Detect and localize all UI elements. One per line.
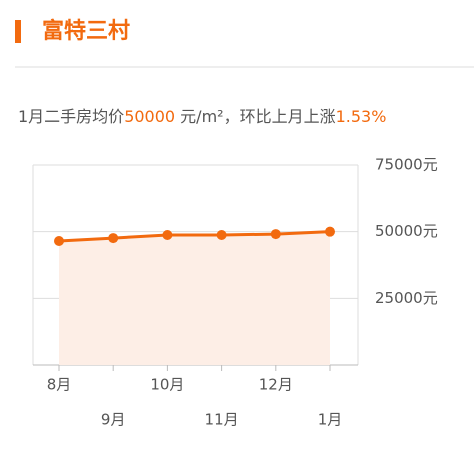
x-tick-label: 8月 xyxy=(47,376,72,394)
x-tick-label: 12月 xyxy=(259,376,293,394)
summary-price: 50000 xyxy=(124,107,175,126)
x-tick-label: 9月 xyxy=(101,411,126,429)
area xyxy=(59,231,330,365)
point xyxy=(108,233,119,244)
summary-text: 1月二手房均价 xyxy=(18,107,124,126)
point xyxy=(270,229,281,240)
x-tick-label: 10月 xyxy=(150,376,184,394)
point xyxy=(54,236,64,246)
chart-title: 富特三村 xyxy=(42,18,130,44)
point xyxy=(325,226,335,237)
y-tick-label: 25000元 xyxy=(375,289,438,307)
point xyxy=(216,230,227,240)
title-bar xyxy=(15,20,21,43)
summary-change: 1.53% xyxy=(336,107,387,126)
x-tick-label: 1月 xyxy=(318,411,343,429)
y-tick-label: 50000元 xyxy=(375,222,438,240)
point xyxy=(162,230,173,240)
y-tick-label: 75000元 xyxy=(375,156,438,174)
line xyxy=(58,230,331,243)
summary: 1月二手房均价50000 元/m²，环比上月上涨1.53% xyxy=(18,107,386,126)
summary-text: 元/m²，环比上月上涨 xyxy=(175,107,335,126)
x-tick-label: 11月 xyxy=(205,411,239,429)
